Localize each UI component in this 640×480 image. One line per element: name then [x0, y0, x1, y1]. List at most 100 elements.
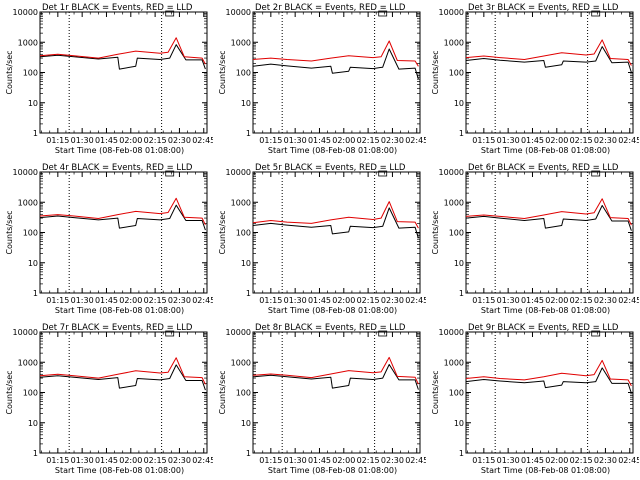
y-tick-label: 10 [454, 419, 464, 428]
x-tick-label: 02:00 [332, 456, 355, 465]
y-tick-label: 1000 [444, 38, 464, 47]
x-tick-label: 02:00 [119, 296, 142, 305]
y-tick-label: 10 [241, 419, 251, 428]
series-line-events [252, 364, 419, 390]
y-tick-label: 100 [23, 389, 38, 398]
x-tick-label: 01:45 [95, 136, 118, 145]
y-tick-label: 100 [23, 69, 38, 78]
x-tick-label: 01:30 [71, 136, 94, 145]
y-tick-label: 100 [23, 229, 38, 238]
y-tick-label: 10 [241, 99, 251, 108]
y-tick-label: 10000 [226, 8, 251, 17]
x-tick-label: 01:15 [46, 136, 69, 145]
flag-marker [378, 170, 388, 177]
series-line-events [39, 364, 206, 391]
y-axis-label: Counts/sec [431, 370, 440, 414]
chart-title: Det 8r BLACK = Events, RED = LLD [255, 323, 406, 333]
x-tick-label: 02:30 [168, 456, 191, 465]
series-line-lld [39, 357, 206, 385]
y-tick-label: 10000 [439, 8, 464, 17]
x-tick-label: 02:45 [405, 136, 426, 145]
x-tick-label: 02:30 [381, 296, 404, 305]
x-tick-label: 01:30 [284, 456, 307, 465]
series-line-lld [39, 197, 206, 226]
x-tick-label: 01:30 [71, 296, 94, 305]
flag-marker [378, 10, 388, 17]
flag-marker [591, 330, 601, 337]
series-line-lld [252, 40, 419, 67]
y-tick-label: 1 [459, 289, 464, 298]
x-axis-label: Start Time (08-Feb-08 01:08:00) [481, 306, 610, 315]
y-tick-label: 100 [449, 229, 464, 238]
x-tick-label: 01:15 [472, 136, 495, 145]
x-tick-label: 02:30 [594, 296, 617, 305]
y-tick-label: 1000 [444, 358, 464, 367]
y-tick-label: 10 [28, 99, 38, 108]
plot-frame [465, 11, 634, 134]
chart-panel: Det 2r BLACK = Events, RED = LLD 1 10 100 10… [218, 3, 426, 155]
y-tick-label: 10000 [13, 328, 38, 337]
chart-panel: Det 9r BLACK = Events, RED = LLD 1 10 100 10… [431, 323, 639, 475]
y-tick-label: 10 [454, 99, 464, 108]
x-axis-label: Start Time (08-Feb-08 01:08:00) [481, 146, 610, 155]
x-tick-label: 01:45 [521, 296, 544, 305]
x-tick-label: 01:45 [521, 456, 544, 465]
x-tick-label: 02:15 [144, 456, 167, 465]
plot-frame [39, 171, 208, 294]
x-tick-label: 02:45 [192, 136, 213, 145]
y-axis-label: Counts/sec [218, 370, 227, 414]
x-tick-label: 02:15 [570, 456, 593, 465]
x-tick-label: 02:00 [545, 136, 568, 145]
x-tick-label: 02:45 [618, 136, 639, 145]
x-tick-label: 02:45 [405, 296, 426, 305]
plot-frame [39, 331, 208, 454]
x-axis-label: Start Time (08-Feb-08 01:08:00) [481, 466, 610, 475]
x-tick-label: 01:45 [521, 136, 544, 145]
y-tick-label: 10000 [226, 168, 251, 177]
y-axis-label: Counts/sec [5, 370, 14, 414]
flag-marker [165, 10, 175, 17]
x-tick-label: 02:30 [168, 296, 191, 305]
x-tick-label: 02:15 [570, 136, 593, 145]
x-tick-label: 02:15 [357, 296, 380, 305]
chart-title: Det 5r BLACK = Events, RED = LLD [255, 163, 406, 173]
x-tick-label: 02:45 [405, 456, 426, 465]
x-axis-label: Start Time (08-Feb-08 01:08:00) [55, 146, 184, 155]
y-tick-label: 1000 [18, 198, 38, 207]
x-tick-label: 01:30 [284, 296, 307, 305]
x-tick-label: 01:30 [284, 136, 307, 145]
series-line-events [252, 48, 419, 80]
x-tick-label: 01:15 [259, 136, 282, 145]
y-tick-label: 1000 [18, 358, 38, 367]
y-tick-label: 1 [246, 289, 251, 298]
y-tick-label: 10000 [13, 168, 38, 177]
chart-title: Det 2r BLACK = Events, RED = LLD [255, 3, 406, 13]
y-axis-label: Counts/sec [218, 50, 227, 94]
y-tick-label: 10000 [439, 328, 464, 337]
chart-title: Det 4r BLACK = Events, RED = LLD [42, 163, 193, 173]
chart-title: Det 9r BLACK = Events, RED = LLD [468, 323, 619, 333]
x-tick-label: 01:15 [259, 456, 282, 465]
chart-panel: Det 6r BLACK = Events, RED = LLD 1 10 100 10… [431, 163, 639, 315]
x-tick-label: 02:15 [570, 296, 593, 305]
y-tick-label: 100 [236, 69, 251, 78]
chart-title: Det 6r BLACK = Events, RED = LLD [468, 163, 619, 173]
x-tick-label: 02:00 [545, 456, 568, 465]
y-tick-label: 100 [236, 229, 251, 238]
y-tick-label: 1 [246, 449, 251, 458]
x-tick-label: 02:30 [168, 136, 191, 145]
x-tick-label: 01:45 [308, 456, 331, 465]
x-tick-label: 02:00 [332, 136, 355, 145]
plot-frame [252, 171, 421, 294]
y-axis-label: Counts/sec [431, 210, 440, 254]
y-axis-label: Counts/sec [5, 210, 14, 254]
flag-marker [165, 170, 175, 177]
series-line-events [465, 46, 632, 73]
x-axis-label: Start Time (08-Feb-08 01:08:00) [268, 306, 397, 315]
y-tick-label: 1 [459, 449, 464, 458]
chart-panel: Det 3r BLACK = Events, RED = LLD 1 10 100 10… [431, 3, 639, 155]
y-tick-label: 100 [449, 69, 464, 78]
x-tick-label: 02:00 [119, 136, 142, 145]
chart-panel: Det 4r BLACK = Events, RED = LLD 1 10 100 10… [5, 163, 213, 315]
